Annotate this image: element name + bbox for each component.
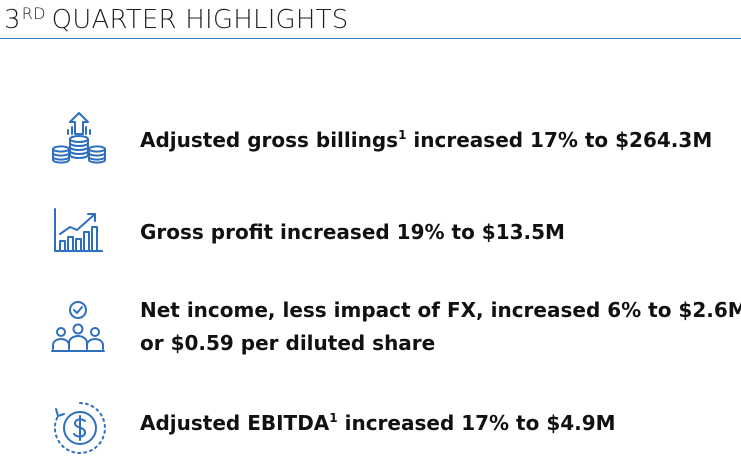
coin-stack-arrow-icon — [50, 110, 108, 166]
team-check-icon — [50, 299, 106, 355]
dollar-cycle-icon — [50, 398, 110, 458]
title-ordinal-suffix: RD — [21, 4, 46, 23]
footnote-marker: 1 — [398, 128, 407, 142]
highlight-text-main: Adjusted gross billings — [140, 128, 399, 152]
highlight-text: Gross profit increased 19% to $13.5M — [140, 220, 565, 244]
highlight-text-line-2: or $0.59 per diluted share — [140, 331, 436, 355]
title-number: 3 — [4, 5, 21, 35]
highlight-text-line-1: Net income, less impact of FX, increased… — [140, 298, 741, 322]
highlight-text-rest: increased 17% to $264.3M — [406, 128, 713, 152]
title-divider — [0, 38, 741, 39]
page-title: 3RD QUARTER HIGHLIGHTS — [4, 4, 348, 36]
footnote-marker: 1 — [329, 411, 338, 425]
bar-chart-growth-icon — [52, 205, 104, 255]
highlight-text: Adjusted EBITDA1 increased 17% to $4.9M — [140, 408, 616, 438]
highlight-text-main: Adjusted EBITDA — [140, 411, 330, 435]
highlight-text-rest: increased 17% to $4.9M — [337, 411, 616, 435]
title-text: QUARTER HIGHLIGHTS — [51, 5, 349, 35]
highlight-text: Adjusted gross billings1 increased 17% t… — [140, 125, 712, 155]
